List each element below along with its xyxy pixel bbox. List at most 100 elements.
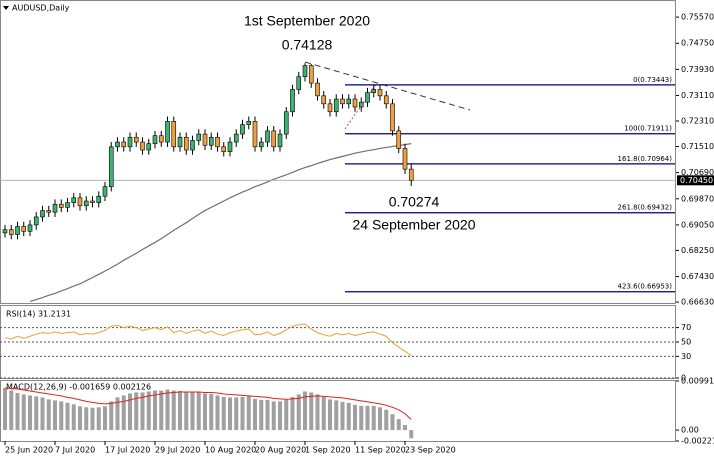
macd-bar — [240, 396, 245, 431]
macd-bar — [271, 401, 276, 431]
macd-bar — [153, 390, 157, 431]
candle-body — [27, 224, 33, 232]
candle-body — [83, 200, 89, 207]
candle-body — [90, 200, 95, 203]
macd-bar — [334, 400, 339, 431]
y-tick-label: 0.67430 — [681, 272, 714, 281]
candle-body — [133, 136, 139, 143]
y-tick-label: 30 — [681, 352, 691, 361]
macd-bar — [290, 396, 295, 431]
macd-bar — [15, 392, 20, 431]
fib-label: 261.8(0.69432) — [618, 204, 673, 212]
fib-label: 0(0.73443) — [633, 76, 672, 84]
candle-body — [365, 92, 370, 103]
candle-body — [371, 89, 377, 93]
macd-bar — [103, 406, 107, 431]
candle-body — [215, 136, 220, 148]
macd-bar — [253, 398, 257, 431]
macd-bar — [284, 399, 289, 431]
x-tick-label: 1 Sep 2020 — [305, 446, 351, 455]
candle-body — [221, 146, 227, 152]
candle-body — [21, 226, 27, 232]
macd-bar — [340, 401, 345, 431]
trendline — [304, 61, 471, 111]
candle-body — [71, 197, 77, 203]
candle-body — [258, 141, 264, 148]
candle-body — [302, 65, 308, 78]
x-tick-label: 7 Jul 2020 — [55, 446, 95, 455]
macd-frame — [0, 380, 676, 442]
candle-body — [196, 133, 202, 141]
macd-bar — [121, 395, 126, 431]
macd-bar — [140, 392, 145, 431]
y-tick-label: 0.68250 — [681, 246, 714, 255]
macd-bar — [46, 399, 51, 431]
y-tick-label: 70 — [681, 323, 691, 332]
macd-bar — [259, 399, 264, 431]
y-tick-label: -0.00221 — [681, 437, 714, 446]
candle-body — [65, 202, 70, 208]
rsi-title: RSI(14) 31.2131 — [6, 310, 71, 319]
trough-price: 0.70274 — [389, 194, 440, 210]
candle-body — [102, 186, 108, 197]
x-tick-label: 17 Jul 2020 — [105, 446, 150, 455]
macd-bar — [359, 405, 364, 431]
trough-date: 24 September 2020 — [353, 217, 476, 233]
macd-bar — [165, 389, 170, 431]
candle-body — [108, 146, 114, 187]
macd-bar — [53, 400, 57, 431]
candle-body — [352, 98, 358, 108]
candle-body — [40, 210, 45, 218]
y-tick-label: 0.70690 — [681, 168, 714, 177]
macd-bar — [321, 396, 326, 431]
macd-bar — [309, 392, 314, 431]
macd-bar — [190, 392, 195, 431]
macd-bar — [265, 399, 270, 431]
fib-label: 423.6(0.66953) — [618, 283, 673, 291]
candle-body — [127, 136, 133, 148]
y-tick-label: 0.69870 — [681, 194, 714, 203]
candle-body — [396, 130, 402, 149]
macd-bar — [215, 395, 220, 431]
candle-body — [233, 133, 239, 143]
candle-body — [390, 103, 395, 132]
candle-body — [290, 89, 295, 113]
macd-title: MACD(12,26,9) -0.001659 0.002126 — [6, 383, 151, 392]
macd-bar — [396, 419, 401, 431]
last-price-label: 0.70450 — [680, 176, 713, 185]
macd-bar — [228, 397, 232, 431]
candle-body — [33, 216, 39, 226]
rsi-line — [4, 323, 412, 356]
macd-bar — [171, 390, 176, 431]
candle-body — [58, 203, 64, 208]
macd-bar — [59, 401, 64, 431]
macd-bar — [21, 394, 26, 431]
macd-bar — [409, 430, 414, 439]
macd-bar — [134, 392, 139, 431]
candle-body — [333, 98, 339, 113]
candle-body — [171, 121, 177, 148]
y-tick-label: 0.69050 — [681, 220, 714, 229]
macd-bar — [378, 407, 382, 431]
candle-body — [96, 195, 102, 203]
candle-body — [283, 111, 289, 135]
candle-body — [2, 229, 8, 234]
candle-body — [240, 124, 245, 135]
macd-bar — [390, 414, 395, 431]
candle-body — [402, 148, 408, 170]
candle-body — [265, 130, 270, 143]
candle-body — [146, 143, 152, 151]
candle-body — [15, 226, 20, 235]
candle-body — [358, 101, 364, 108]
macd-bar — [278, 401, 282, 431]
macd-bar — [28, 395, 32, 431]
macd-bar — [96, 407, 101, 431]
macd-bar — [90, 407, 95, 431]
y-tick-label: 50 — [681, 338, 691, 347]
fib-label: 100(0.71911) — [624, 125, 672, 133]
title-arrow — [3, 6, 9, 10]
macd-bar — [346, 402, 351, 431]
candle-body — [271, 130, 277, 148]
candle-body — [277, 133, 283, 148]
y-tick-label: 0.00 — [681, 426, 699, 435]
